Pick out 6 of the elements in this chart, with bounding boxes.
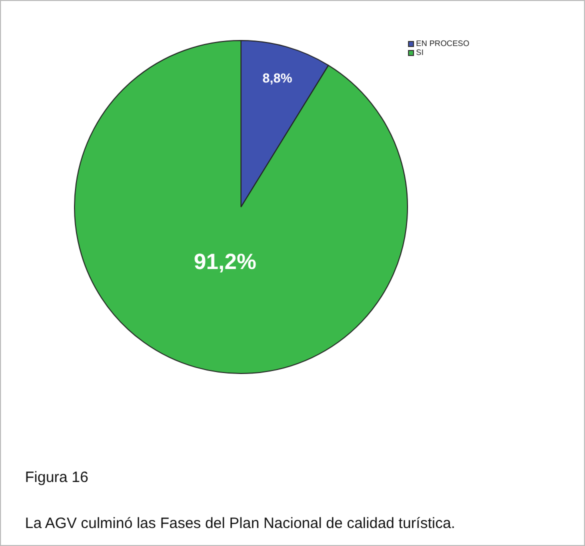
legend-label: SI [416,48,424,57]
text: La AGV culminó las Fases del Plan Nacional de calidad turística. [25,515,456,532]
legend-label: EN PROCESO [416,39,470,48]
text: Figura 16 [25,469,88,486]
data-label: 91,2% [194,249,256,274]
data-label: 8,8% [262,70,293,86]
